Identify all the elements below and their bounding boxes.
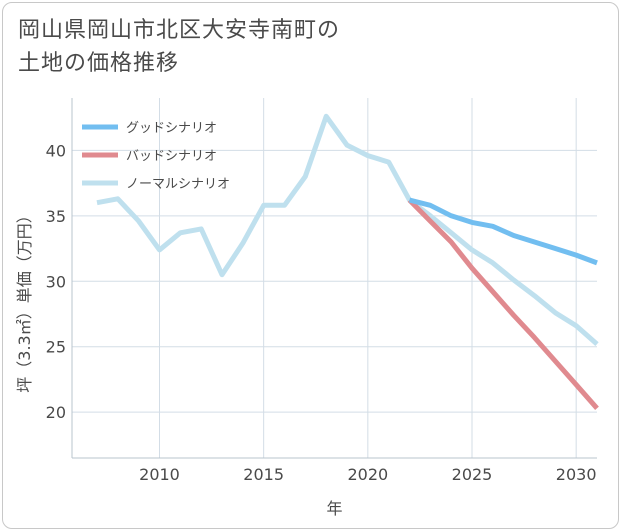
x-tick-label-2015: 2015 [243,465,284,484]
series-lines [96,113,599,410]
legend-label-1: バッドシナリオ [126,149,217,164]
y-tick-label-20: 20 [46,403,66,422]
series-line-1 [407,198,599,410]
x-tick-label-2025: 2025 [452,465,493,484]
x-tick-label-2020: 2020 [347,465,388,484]
chart-title: 岡山県岡山市北区大安寺南町の 土地の価格推移 [18,14,340,80]
chart-title-line-1: 岡山県岡山市北区大安寺南町の [18,18,341,43]
y-tick-label-25: 25 [46,338,66,357]
y-axis-title: 坪（3.3㎡）単価（万円） [15,207,34,392]
x-axis-title: 年 [326,499,342,518]
y-tick-label-40: 40 [46,141,66,160]
legend-label-2: ノーマルシナリオ [126,177,230,192]
x-tick-label-2010: 2010 [139,465,180,484]
y-tick-label-35: 35 [46,207,66,226]
chart-title-line-2: 土地の価格推移 [18,51,180,76]
y-tick-label-30: 30 [46,272,66,291]
x-tick-label-2030: 2030 [556,465,597,484]
legend-label-0: グッドシナリオ [126,121,217,136]
series-line-2 [96,113,599,346]
series-line-0 [408,197,598,266]
